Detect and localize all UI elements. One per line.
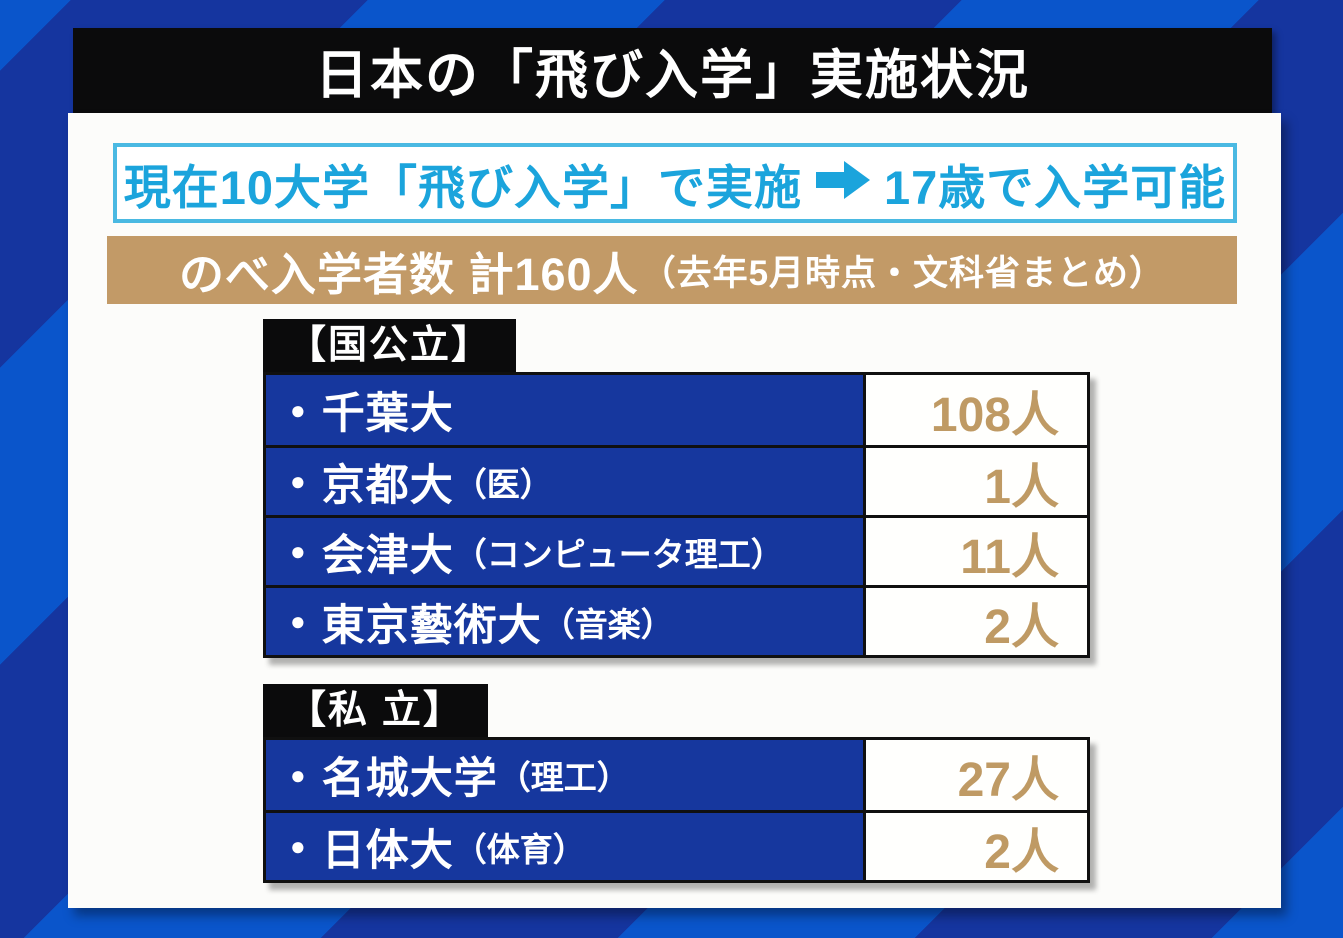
section-label-national: 【国公立】: [263, 319, 517, 372]
university-name-cell: ● 東京藝術大 （音楽）: [266, 588, 863, 655]
student-count: 108人: [863, 375, 1087, 445]
private-university-table: ● 名城大学 （理工） 27人 ● 日体大 （体育） 2人: [263, 737, 1090, 883]
highlight-text-left: 現在10大学「飛び入学」で実施: [123, 160, 802, 214]
university-name: 京都大: [321, 461, 454, 510]
bullet-icon: ●: [290, 606, 307, 636]
table-row: ● 千葉大 108人: [266, 375, 1087, 445]
summary-main: のべ入学者数 計160人: [178, 248, 639, 300]
university-detail: （理工）: [497, 759, 630, 796]
university-name-cell: ● 京都大 （医）: [266, 448, 863, 515]
highlight-text-right: 17歳で入学可能: [884, 160, 1227, 214]
bullet-icon: ●: [290, 536, 307, 566]
student-count: 2人: [863, 588, 1087, 655]
student-count: 11人: [863, 518, 1087, 585]
university-name-cell: ● 千葉大: [266, 375, 863, 445]
university-detail: （体育）: [453, 830, 586, 868]
national-university-table: ● 千葉大 108人 ● 京都大 （医） 1人 ● 会津大 （コンピュータ理工: [263, 372, 1090, 658]
table-row: ● 日体大 （体育） 2人: [266, 810, 1087, 880]
table-row: ● 会津大 （コンピュータ理工） 11人: [266, 515, 1087, 585]
university-name-cell: ● 会津大 （コンピュータ理工）: [266, 518, 863, 585]
section-private: 【私 立】 ● 名城大学 （理工） 27人 ● 日体大 （体育） 2人: [263, 658, 1281, 883]
page-title: 日本の「飛び入学」実施状況: [315, 45, 1030, 105]
table-row: ● 東京藝術大 （音楽） 2人: [266, 585, 1087, 655]
bullet-icon: ●: [290, 831, 307, 861]
title-bar: 日本の「飛び入学」実施状況: [73, 28, 1272, 113]
bullet-icon: ●: [290, 466, 307, 496]
section-national: 【国公立】 ● 千葉大 108人 ● 京都大 （医） 1人: [263, 304, 1281, 658]
highlight-box: 現在10大学「飛び入学」で実施 17歳で入学可能: [113, 143, 1237, 223]
student-count: 2人: [863, 813, 1087, 880]
university-name: 名城大学: [321, 755, 498, 803]
university-detail: （コンピュータ理工）: [453, 535, 784, 573]
university-detail: （医）: [453, 465, 553, 503]
university-name: 東京藝術大: [321, 601, 542, 650]
bullet-icon: ●: [290, 759, 307, 790]
bullet-icon: ●: [290, 394, 307, 425]
student-count: 27人: [863, 740, 1087, 810]
table-row: ● 京都大 （医） 1人: [266, 445, 1087, 515]
university-name: 日体大: [321, 826, 454, 875]
university-name-cell: ● 名城大学 （理工）: [266, 740, 863, 810]
table-row: ● 名城大学 （理工） 27人: [266, 740, 1087, 810]
university-name: 会津大: [321, 531, 454, 580]
student-count: 1人: [863, 448, 1087, 515]
university-detail: （音楽）: [541, 605, 674, 643]
section-label-private: 【私 立】: [263, 684, 488, 737]
university-name: 千葉大: [321, 390, 454, 438]
right-arrow-icon: [816, 156, 870, 211]
university-name-cell: ● 日体大 （体育）: [266, 813, 863, 880]
infographic-card: 現在10大学「飛び入学」で実施 17歳で入学可能 のべ入学者数 計160人 （去…: [68, 113, 1281, 908]
summary-bar: のべ入学者数 計160人 （去年5月時点・文科省まとめ）: [107, 236, 1237, 304]
summary-note: （去年5月時点・文科省まとめ）: [640, 253, 1166, 293]
